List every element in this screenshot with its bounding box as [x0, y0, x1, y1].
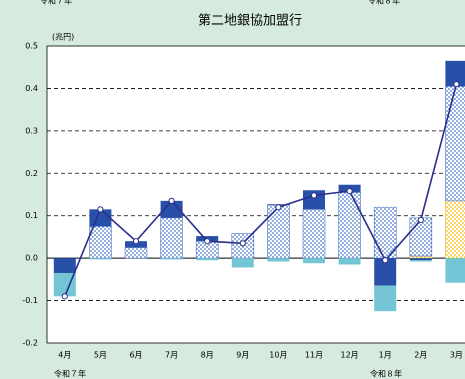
era-label: 令和７年: [54, 369, 86, 379]
x-tick-label: 5月: [94, 351, 107, 360]
line-point: [168, 197, 175, 204]
line-point: [275, 204, 282, 211]
bar-segment: [338, 192, 361, 259]
x-tick-label: 6月: [129, 351, 142, 360]
line-point: [417, 216, 424, 224]
x-tick-label: 1月: [379, 351, 392, 360]
y-tick-label: 0.1: [25, 211, 38, 220]
bar-segment: [124, 247, 148, 259]
y-tick-label: 0.5: [25, 42, 38, 51]
bar-segment: [409, 217, 433, 257]
line-point: [61, 293, 68, 300]
bar-segment: [445, 86, 465, 202]
plot-area: [46, 45, 465, 344]
y-tick-label: 0.4: [25, 84, 38, 93]
bar-segment: [196, 258, 219, 261]
bar-segment: [89, 258, 112, 260]
line-point: [239, 240, 246, 247]
line-point: [204, 238, 211, 245]
line-point: [346, 188, 353, 195]
y-tick-label: 0.0: [25, 254, 38, 263]
bar-segment: [409, 258, 432, 261]
bar-segment: [445, 60, 465, 87]
chart-title: 第二地銀協加盟行: [198, 14, 302, 29]
era-label: 令和８年: [370, 369, 402, 379]
x-tick-label: 10月: [269, 351, 287, 360]
bar-segment: [160, 200, 183, 218]
x-tick-label: 4月: [58, 351, 71, 360]
line-point: [382, 257, 389, 264]
bar-segment: [338, 258, 361, 265]
bar-segment: [409, 255, 433, 259]
x-tick-label: 9月: [236, 351, 249, 360]
bar-segment: [374, 258, 397, 286]
y-tick-label: -0.1: [22, 296, 38, 305]
unit-label: (兆円): [52, 32, 74, 42]
bar-segment: [160, 217, 183, 259]
bar-segment: [409, 260, 432, 262]
line: [64, 83, 458, 297]
bar-segment: [445, 258, 465, 283]
line-point: [310, 192, 318, 199]
bar-segment: [302, 209, 326, 259]
bar-segment: [125, 241, 147, 248]
x-tick-label: 3月: [450, 351, 463, 360]
era-label-top: 令和８年: [368, 0, 400, 6]
bar-segment: [303, 258, 325, 264]
y-tick-label: -0.2: [22, 339, 38, 348]
bar-segment: [53, 272, 76, 297]
bar-segment: [53, 258, 76, 273]
line-point: [453, 81, 460, 88]
bar-segment: [160, 258, 183, 260]
bar-segment: [231, 258, 254, 268]
bar-segment: [445, 200, 465, 259]
x-tick-label: 2月: [414, 351, 427, 360]
x-tick-label: 11月: [305, 351, 323, 360]
bar-segment: [374, 285, 397, 312]
bar-segment: [267, 204, 290, 259]
x-tick-label: 8月: [201, 351, 214, 360]
era-label-top: 令和７年: [40, 0, 72, 6]
line-point: [97, 206, 104, 213]
bar-segment: [89, 226, 112, 259]
bar-segment: [267, 258, 290, 262]
x-tick-label: 12月: [341, 351, 359, 360]
y-tick-label: 0.3: [25, 126, 38, 135]
line-point: [132, 238, 140, 245]
y-tick-label: 0.2: [25, 169, 38, 178]
x-tick-label: 7月: [165, 351, 178, 360]
